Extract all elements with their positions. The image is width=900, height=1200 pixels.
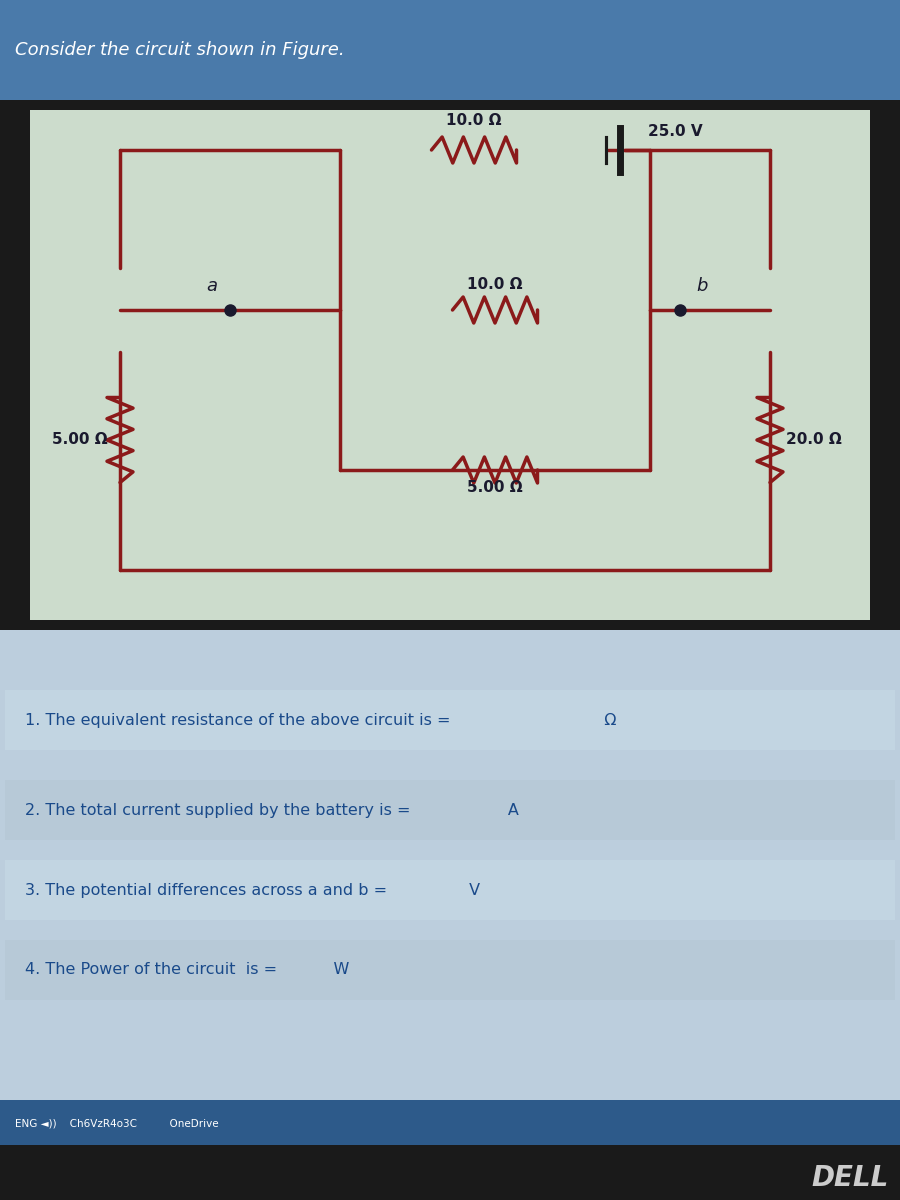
Text: a: a — [206, 277, 218, 295]
FancyBboxPatch shape — [5, 690, 895, 750]
Text: 4. The Power of the circuit  is =           W: 4. The Power of the circuit is = W — [25, 962, 349, 978]
Text: 20.0 Ω: 20.0 Ω — [786, 432, 842, 448]
Text: 5.00 Ω: 5.00 Ω — [467, 480, 523, 494]
Text: Consider the circuit shown in Figure.: Consider the circuit shown in Figure. — [15, 41, 345, 59]
Text: 5.00 Ω: 5.00 Ω — [52, 432, 108, 448]
FancyBboxPatch shape — [5, 780, 895, 840]
FancyBboxPatch shape — [30, 110, 870, 620]
Text: 10.0 Ω: 10.0 Ω — [446, 113, 502, 128]
FancyBboxPatch shape — [0, 1145, 900, 1200]
FancyBboxPatch shape — [5, 860, 895, 920]
FancyBboxPatch shape — [0, 1100, 900, 1145]
Text: 1. The equivalent resistance of the above circuit is =                          : 1. The equivalent resistance of the abov… — [25, 713, 617, 727]
FancyBboxPatch shape — [0, 0, 900, 100]
Text: 25.0 V: 25.0 V — [648, 125, 703, 139]
Text: 2. The total current supplied by the battery is =                   A: 2. The total current supplied by the bat… — [25, 803, 519, 817]
Text: b: b — [697, 277, 707, 295]
Text: DELL: DELL — [812, 1164, 888, 1192]
FancyBboxPatch shape — [5, 940, 895, 1000]
FancyBboxPatch shape — [0, 630, 900, 1100]
Text: 10.0 Ω: 10.0 Ω — [467, 277, 523, 292]
Text: 3. The potential differences across a and b =                V: 3. The potential differences across a an… — [25, 882, 480, 898]
Text: ENG ◄))    Ch6VzR4o3C          OneDrive: ENG ◄)) Ch6VzR4o3C OneDrive — [15, 1118, 219, 1128]
